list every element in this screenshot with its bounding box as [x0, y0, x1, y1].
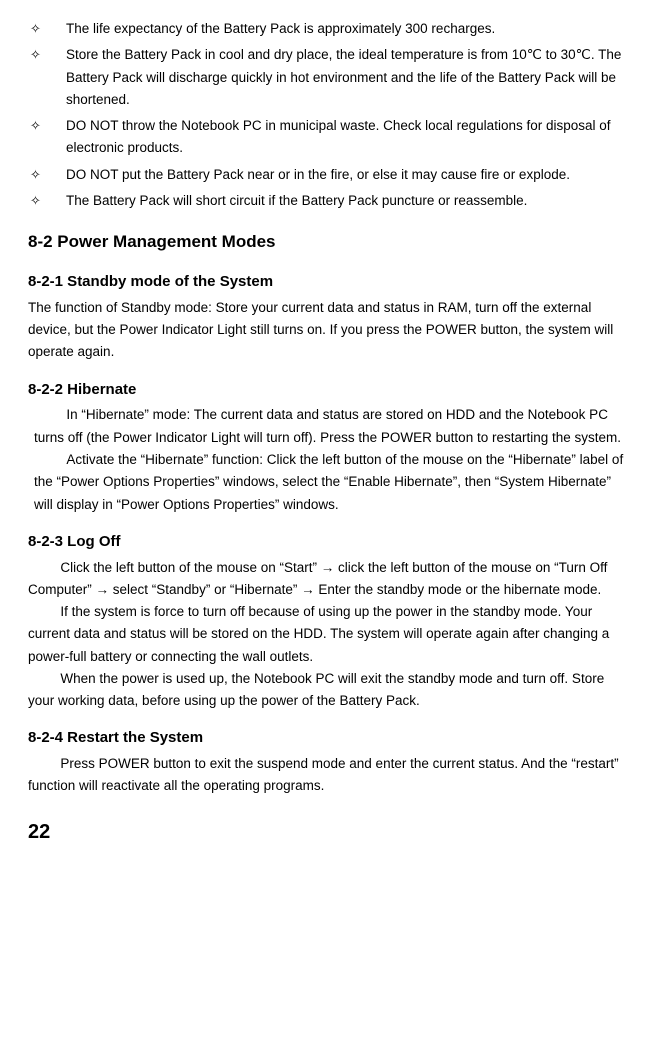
bullet-text: DO NOT put the Battery Pack near or in t… [66, 164, 625, 186]
paragraph: In “Hibernate” mode: The current data an… [34, 404, 625, 449]
paragraph: Click the left button of the mouse on “S… [28, 557, 625, 602]
page-number: 22 [28, 816, 625, 849]
list-item: ✧ The Battery Pack will short circuit if… [28, 190, 625, 212]
section-heading: 8-2 Power Management Modes [28, 228, 625, 256]
diamond-icon: ✧ [28, 115, 66, 160]
list-item: ✧ The life expectancy of the Battery Pac… [28, 18, 625, 40]
diamond-icon: ✧ [28, 18, 66, 40]
paragraph: Press POWER button to exit the suspend m… [28, 753, 625, 798]
bullet-text: The life expectancy of the Battery Pack … [66, 18, 625, 40]
list-item: ✧ Store the Battery Pack in cool and dry… [28, 44, 625, 111]
subsection-heading: 8-2-3 Log Off [28, 530, 625, 555]
battery-bullet-list: ✧ The life expectancy of the Battery Pac… [28, 18, 625, 212]
paragraph: If the system is force to turn off becau… [28, 601, 625, 668]
paragraph: Activate the “Hibernate” function: Click… [34, 449, 625, 516]
diamond-icon: ✧ [28, 164, 66, 186]
subsection-heading: 8-2-2 Hibernate [28, 378, 625, 403]
subsection-heading: 8-2-1 Standby mode of the System [28, 270, 625, 295]
bullet-text: Store the Battery Pack in cool and dry p… [66, 44, 625, 111]
paragraph: The function of Standby mode: Store your… [28, 297, 625, 364]
subsection-heading: 8-2-4 Restart the System [28, 726, 625, 751]
bullet-text: The Battery Pack will short circuit if t… [66, 190, 625, 212]
list-item: ✧ DO NOT throw the Notebook PC in munici… [28, 115, 625, 160]
diamond-icon: ✧ [28, 44, 66, 111]
paragraph: When the power is used up, the Notebook … [28, 668, 625, 713]
diamond-icon: ✧ [28, 190, 66, 212]
bullet-text: DO NOT throw the Notebook PC in municipa… [66, 115, 625, 160]
list-item: ✧ DO NOT put the Battery Pack near or in… [28, 164, 625, 186]
